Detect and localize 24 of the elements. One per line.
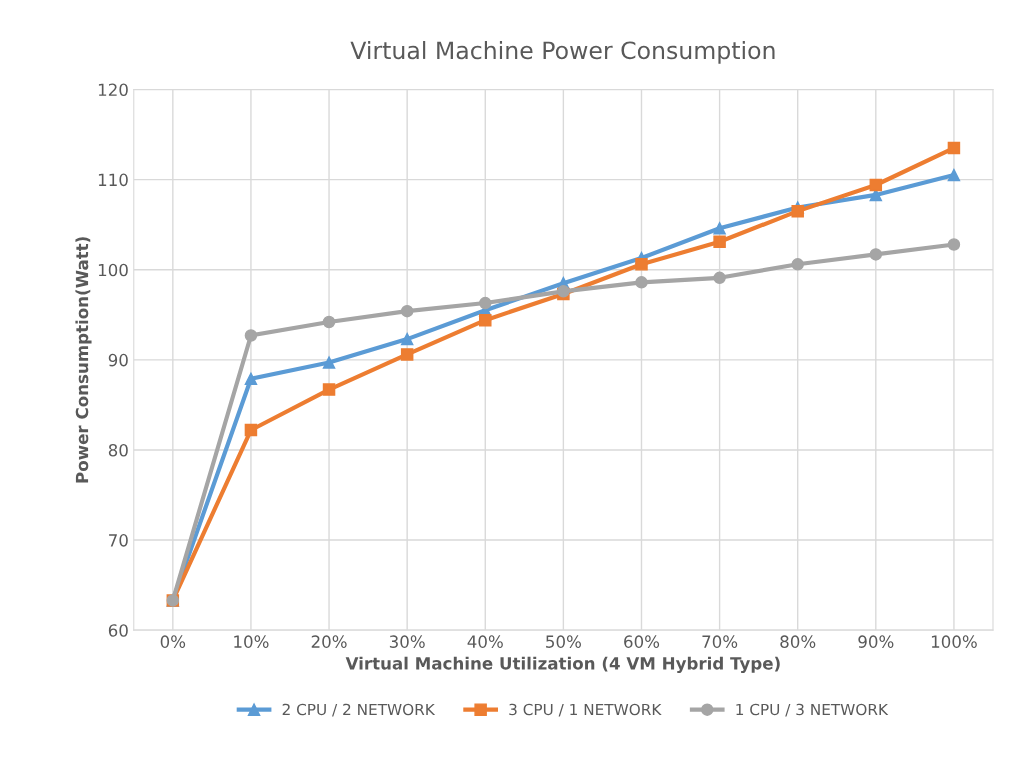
x-axis-title: Virtual Machine Utilization (4 VM Hybrid Type) [345, 656, 780, 673]
y-tick-label: 80 [108, 443, 128, 457]
legend-label: 1 CPU / 3 NETWORK [736, 703, 889, 717]
x-tick-label: 30% [389, 635, 425, 648]
x-tick-label: 0% [160, 635, 186, 648]
x-tick-label: 60% [624, 635, 660, 648]
y-tick-label: 70 [109, 534, 128, 547]
x-tick-label: 20% [311, 635, 347, 648]
x-tick-label: 50% [546, 635, 581, 648]
legend-label: 3 CPU / 1 NETWORK [509, 703, 662, 717]
x-tick-label: 10% [234, 635, 269, 648]
y-tick-label: 60 [108, 624, 128, 637]
x-tick-label: 90% [858, 635, 894, 648]
chart-title: Virtual Machine Power Consumption [350, 40, 775, 64]
x-tick-label: 100% [931, 635, 977, 648]
y-tick-label: 110 [98, 173, 128, 187]
y-tick-label: 100 [98, 263, 128, 277]
x-tick-label: 80% [780, 635, 816, 648]
legend-label: 2 CPU / 2 NETWORK [282, 703, 436, 717]
y-tick-label: 90 [108, 353, 128, 367]
x-tick-label: 70% [702, 635, 738, 648]
y-tick-label: 120 [98, 83, 128, 97]
x-tick-label: 40% [467, 635, 503, 648]
y-axis-title: Power Consumption(Watt) [75, 237, 92, 483]
